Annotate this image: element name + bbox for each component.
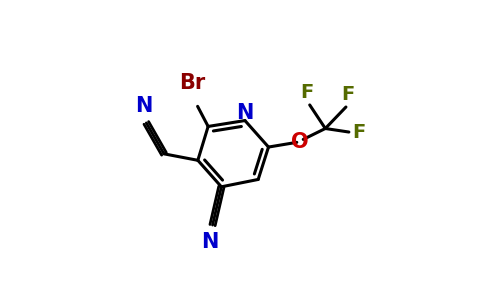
Text: N: N: [236, 103, 254, 123]
Text: N: N: [201, 232, 219, 252]
Text: F: F: [301, 83, 314, 102]
Text: Br: Br: [179, 73, 205, 93]
Text: O: O: [291, 132, 309, 152]
Text: F: F: [342, 85, 355, 104]
Text: N: N: [135, 96, 152, 116]
Text: F: F: [352, 122, 365, 142]
